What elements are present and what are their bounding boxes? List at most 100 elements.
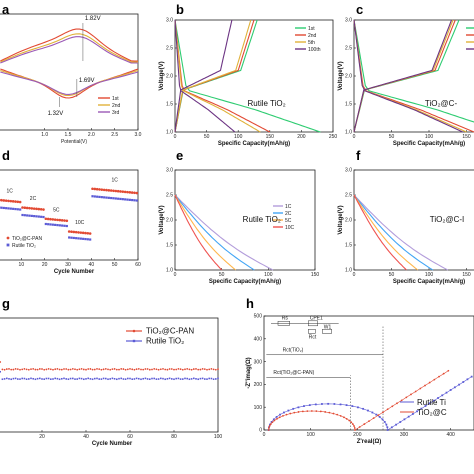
- panel-a-cv-cathodic-2: [0, 69, 139, 97]
- panel-d-point-rutile-tio2: [47, 223, 50, 226]
- panel-h-ytick-label: 100: [254, 405, 263, 411]
- panel-b-ytick-label: 2.0: [166, 74, 173, 80]
- panel-g-point-tio2-c-pan: [153, 367, 156, 370]
- panel-g-point-rutile-tio2: [23, 377, 26, 380]
- panel-d-point-tio2-c-pan: [67, 230, 71, 233]
- panel-h-rutile-tio2-point: [407, 415, 410, 418]
- panel-g-point-tio2-c-pan: [74, 368, 76, 371]
- panel-d-point-rutile-tio2: [51, 223, 54, 226]
- panel-label-e: e: [176, 148, 183, 163]
- panel-d-point-rutile-tio2: [133, 199, 136, 202]
- panel-d-legend-swatch: [6, 236, 10, 240]
- panel-d-point-tio2-c-pan: [95, 187, 99, 191]
- panel-h-ytick-label: 400: [254, 337, 263, 343]
- panel-g-point-tio2-c-pan: [12, 368, 15, 371]
- panel-h-tio2-c-pan-point: [428, 381, 431, 384]
- panel-h-tio2-c-pan-point: [351, 423, 354, 426]
- panel-d-xtick-label: 60: [135, 262, 141, 268]
- panel-h-tio2-c-pan-point: [339, 414, 342, 417]
- panel-h-rutile-tio2-point: [386, 429, 389, 431]
- panel-g-point-rutile-tio2: [144, 377, 147, 380]
- panel-b-charge-discharge: 0 50 100 150 200 250 1.0 1.5 2.0 2.5 3.0 Specific C…: [159, 18, 337, 147]
- panel-g-point-rutile-tio2: [94, 377, 96, 380]
- panel-g-point-tio2-c-pan: [144, 368, 147, 370]
- panel-a-annotation-1.69v: 1.69V: [79, 78, 95, 84]
- panel-g-point-tio2-c-pan: [54, 368, 57, 371]
- panel-d-point-tio2-c-pan: [58, 218, 62, 222]
- panel-h-rutile-tio2-point: [362, 407, 365, 410]
- panel-g-point-tio2-c-pan: [60, 368, 63, 371]
- panel-h-tio2-c-pan-point: [353, 425, 355, 427]
- panel-d-point-rutile-tio2: [21, 213, 24, 217]
- panel-h-tio2-c-pan-point: [372, 417, 375, 420]
- panel-d-point-rutile-tio2: [16, 208, 19, 211]
- panel-b-xtick-label: 0: [174, 134, 177, 140]
- panel-g-point-tio2-c-pan: [135, 368, 138, 371]
- panel-g-point-tio2-c-pan: [188, 368, 191, 371]
- panel-d-point-rutile-tio2: [100, 196, 103, 199]
- panel-h-rutile-tio2-point: [424, 405, 427, 407]
- panel-d-point-tio2-c-pan: [56, 218, 59, 222]
- panel-c-xtick-label: 0: [353, 134, 356, 140]
- panel-d-point-rutile-tio2: [124, 198, 127, 201]
- panel-d-point-rutile-tio2: [128, 198, 131, 201]
- panel-g-point-tio2-c-pan: [124, 368, 127, 371]
- panel-g-point-tio2-c-pan: [85, 368, 87, 371]
- panel-g-point-tio2-c-pan: [129, 367, 131, 370]
- panel-g-point-rutile-tio2: [190, 378, 193, 380]
- panel-h-rutile-tio2-point: [339, 403, 342, 406]
- panel-b-legend-label: 5th: [308, 40, 315, 46]
- panel-d-point-tio2-c-pan: [51, 218, 55, 221]
- panel-h-rutile-tio2-point: [351, 405, 354, 407]
- panel-g-point-tio2-c-pan: [21, 368, 24, 371]
- panel-h-tio2-c-pan-point: [391, 405, 394, 408]
- panel-d-point-tio2-c-pan: [37, 207, 41, 211]
- panel-h-rutile-tio2-point: [445, 391, 448, 394]
- panel-d-point-rutile-tio2: [117, 197, 120, 200]
- panel-d-point-rutile-tio2: [61, 224, 64, 227]
- panel-g-point-tio2-c-pan: [23, 367, 26, 370]
- panel-d-point-tio2-c-pan: [86, 232, 90, 235]
- panel-g-point-tio2-c-pan: [107, 368, 109, 371]
- panel-h-rutile-tio2-point: [327, 402, 330, 405]
- panel-d-point-tio2-c-pan: [121, 190, 125, 193]
- panel-h-rutile-tio2-point: [287, 409, 290, 412]
- panel-h-rutile-tio2-point: [449, 389, 452, 391]
- panel-f-ylabel: Voltage(V): [338, 205, 344, 234]
- panel-b-discharge-curve-2nd: [174, 19, 271, 133]
- panel-g-point-rutile-tio2: [76, 378, 78, 380]
- panel-g-point-tio2-c-pan: [159, 368, 162, 371]
- panel-g-point-tio2-c-pan: [67, 368, 70, 371]
- panel-g-point-tio2-c-pan: [98, 368, 101, 371]
- panel-g-point-tio2-c-pan: [71, 367, 74, 370]
- panel-d-point-tio2-c-pan: [28, 206, 31, 210]
- panel-e-xtick-label: 50: [219, 272, 225, 278]
- panel-g-point-tio2-c-pan: [120, 368, 123, 370]
- panel-g-point-tio2-c-pan: [34, 368, 37, 371]
- panel-b-xtick-label: 200: [297, 134, 306, 140]
- panel-d-xtick-label: 50: [112, 262, 118, 268]
- panel-h-tio2-c-pan-point: [285, 413, 288, 416]
- panel-f-xtick-label: 50: [389, 272, 395, 278]
- panel-g-point-tio2-c-pan: [201, 368, 204, 370]
- panel-h-circuit-cpe-label: CPE1: [310, 315, 323, 321]
- panel-d-point-tio2-c-pan: [30, 207, 34, 210]
- panel-h-tio2-c-pan-point: [400, 399, 403, 402]
- panel-d-xtick-label: 10: [19, 262, 25, 268]
- panel-d-point-rutile-tio2: [12, 207, 15, 210]
- panel-h-circuit-w1: [322, 329, 332, 334]
- panel-d-point-tio2-c-pan: [105, 188, 108, 192]
- panel-g-point-tio2-c-pan: [122, 368, 125, 370]
- panel-g-point-rutile-tio2: [188, 378, 191, 381]
- panel-h-xtick-label: 100: [306, 432, 315, 438]
- panel-d-point-rutile-tio2: [98, 195, 101, 199]
- panel-g-point-rutile-tio2: [199, 377, 202, 380]
- panel-d-point-tio2-c-pan: [123, 190, 127, 194]
- panel-g-point-rutile-tio2: [17, 378, 19, 380]
- panel-g-point-rutile-tio2: [8, 378, 10, 380]
- panel-b-ytick-label: 1.0: [166, 130, 173, 136]
- panel-h-eis: 0 100 200 300 400 0 100 200 300 400 500 Z'real(Ω) -Z…: [246, 314, 474, 445]
- panel-g-point-rutile-tio2: [52, 378, 54, 380]
